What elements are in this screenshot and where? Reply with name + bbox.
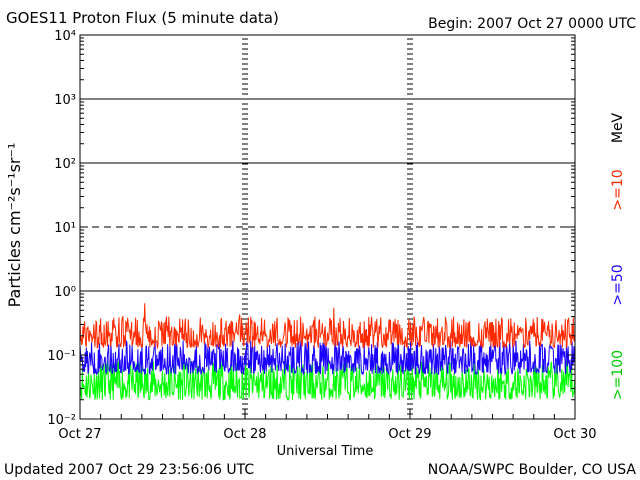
x-tick-label: Oct 27 — [58, 427, 101, 442]
y-tick-label: 10⁻² — [47, 413, 76, 428]
x-tick-label: Oct 28 — [223, 427, 266, 442]
chart-title: GOES11 Proton Flux (5 minute data) — [6, 9, 279, 27]
x-axis-label: Universal Time — [277, 444, 374, 459]
x-tick-label: Oct 29 — [388, 427, 431, 442]
y-tick-label: 10⁻¹ — [47, 349, 76, 364]
series-line — [79, 339, 576, 376]
y-tick-label: 10³ — [54, 93, 76, 108]
y-axis-label: Particles cm⁻²s⁻¹sr⁻¹ — [5, 143, 24, 308]
legend-energy-unit: MeV — [610, 112, 626, 143]
begin-label: Begin: 2007 Oct 27 0000 UTC — [428, 16, 636, 32]
series-line — [79, 360, 576, 401]
y-tick-label: 10⁰ — [54, 285, 76, 300]
plot-area: 10⁻² 10⁻¹ 10⁰ 10¹ 10² 10³ 10⁴ Oct 27 Oct 28 Oct 2… — [47, 29, 596, 442]
y-tick-label: 10² — [54, 157, 76, 172]
legend-series-50: >=50 — [610, 264, 626, 305]
legend-series-10: >=10 — [610, 169, 626, 210]
y-tick-label: 10⁴ — [54, 29, 76, 44]
series-line — [79, 303, 576, 350]
footer-updated: Updated 2007 Oct 29 23:56:06 UTC — [4, 462, 254, 478]
footer-source: NOAA/SWPC Boulder, CO USA — [428, 462, 637, 478]
y-tick-label: 10¹ — [54, 221, 76, 236]
legend-series-100: >=100 — [610, 350, 626, 400]
x-tick-label: Oct 30 — [553, 427, 596, 442]
